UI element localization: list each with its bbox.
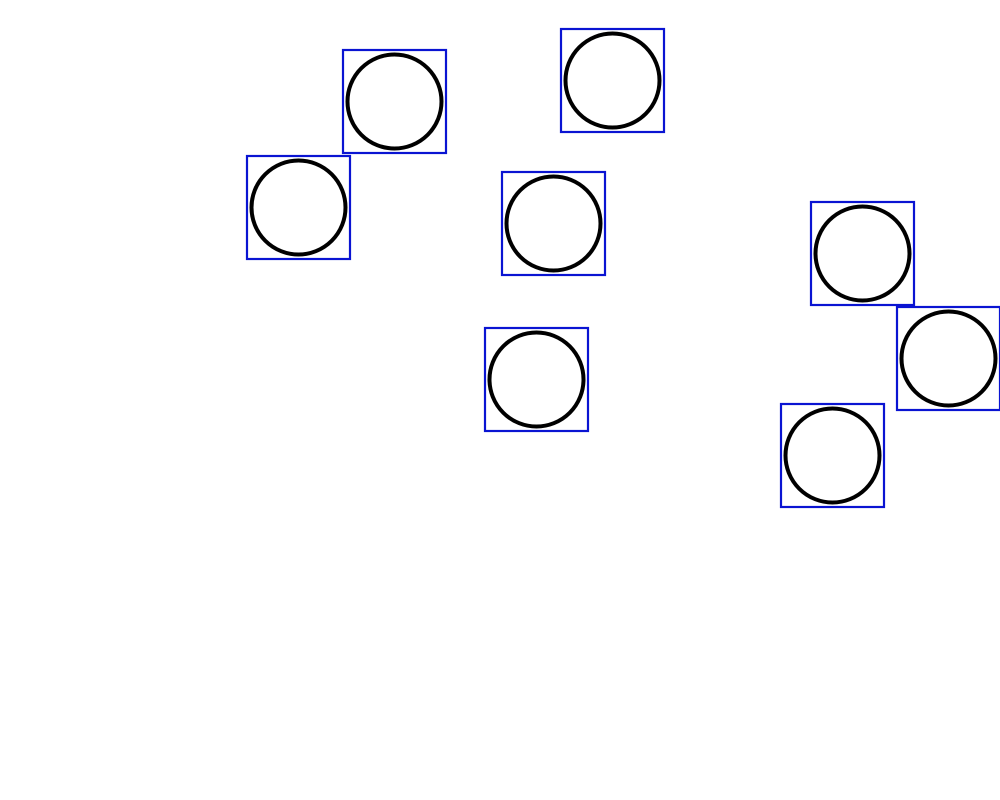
circle-shape [345, 52, 444, 151]
bounding-box [809, 200, 916, 307]
circle-shape [504, 174, 603, 273]
circle-item [500, 170, 607, 277]
circle-shape [813, 204, 912, 303]
circle-item [341, 48, 448, 155]
bounding-box [895, 305, 1000, 412]
circle-item [245, 154, 352, 261]
circle-item [779, 402, 886, 509]
items-layer [245, 27, 1000, 509]
bounding-box [559, 27, 666, 134]
bounding-box [779, 402, 886, 509]
circle-shape [487, 330, 586, 429]
circle-shape [783, 406, 882, 505]
bounding-box [245, 154, 352, 261]
circle-item [483, 326, 590, 433]
bounding-box [483, 326, 590, 433]
bounding-box [341, 48, 448, 155]
circle-item [559, 27, 666, 134]
circle-shape [563, 31, 662, 130]
circle-item [809, 200, 916, 307]
bounding-box [500, 170, 607, 277]
circle-item [895, 305, 1000, 412]
circle-shape [249, 158, 348, 257]
circle-shape [899, 309, 998, 408]
